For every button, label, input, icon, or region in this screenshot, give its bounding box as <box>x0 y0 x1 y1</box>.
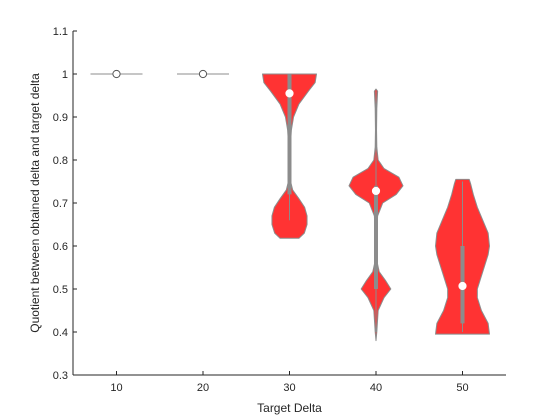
y-tick-label: 1 <box>62 69 68 81</box>
y-tick-label: 1.1 <box>53 26 68 38</box>
x-tick-label: 30 <box>283 382 295 394</box>
violin-median-marker <box>285 89 294 98</box>
x-tick-label: 50 <box>456 382 468 394</box>
x-axis-title: Target Delta <box>257 401 322 415</box>
x-tick-label: 10 <box>110 382 122 394</box>
y-tick-label: 0.3 <box>53 370 68 382</box>
violin-median-marker <box>371 186 381 196</box>
violin-group-50 <box>435 178 490 335</box>
x-tick-label: 40 <box>370 382 382 394</box>
y-tick-label: 0.4 <box>53 327 68 339</box>
violin-group-10 <box>90 69 143 79</box>
violin-iqr-box <box>287 74 292 195</box>
violin-iqr-box <box>374 185 378 289</box>
axes-layer: 0.3 0.4 0.5 0.6 0.7 0.8 0.9 1 1.1 10 20 30 40 50 <box>53 26 506 394</box>
violin-median-marker <box>458 281 467 291</box>
y-axis-title: Quotient between obtained delta and targ… <box>28 73 42 333</box>
y-tick-label: 0.8 <box>53 155 68 167</box>
violins-layer <box>90 69 490 342</box>
y-tick-label: 0.7 <box>53 198 68 210</box>
violin-group-40 <box>348 88 404 342</box>
violin-group-30 <box>262 73 317 239</box>
violin-group-20 <box>177 69 229 79</box>
y-tick-label: 0.9 <box>53 112 68 124</box>
y-tick-label: 0.5 <box>53 284 68 296</box>
violin-median-marker <box>112 69 121 79</box>
y-tick-label: 0.6 <box>53 241 68 253</box>
x-tick-label: 20 <box>197 382 209 394</box>
violin-median-marker <box>198 69 208 79</box>
